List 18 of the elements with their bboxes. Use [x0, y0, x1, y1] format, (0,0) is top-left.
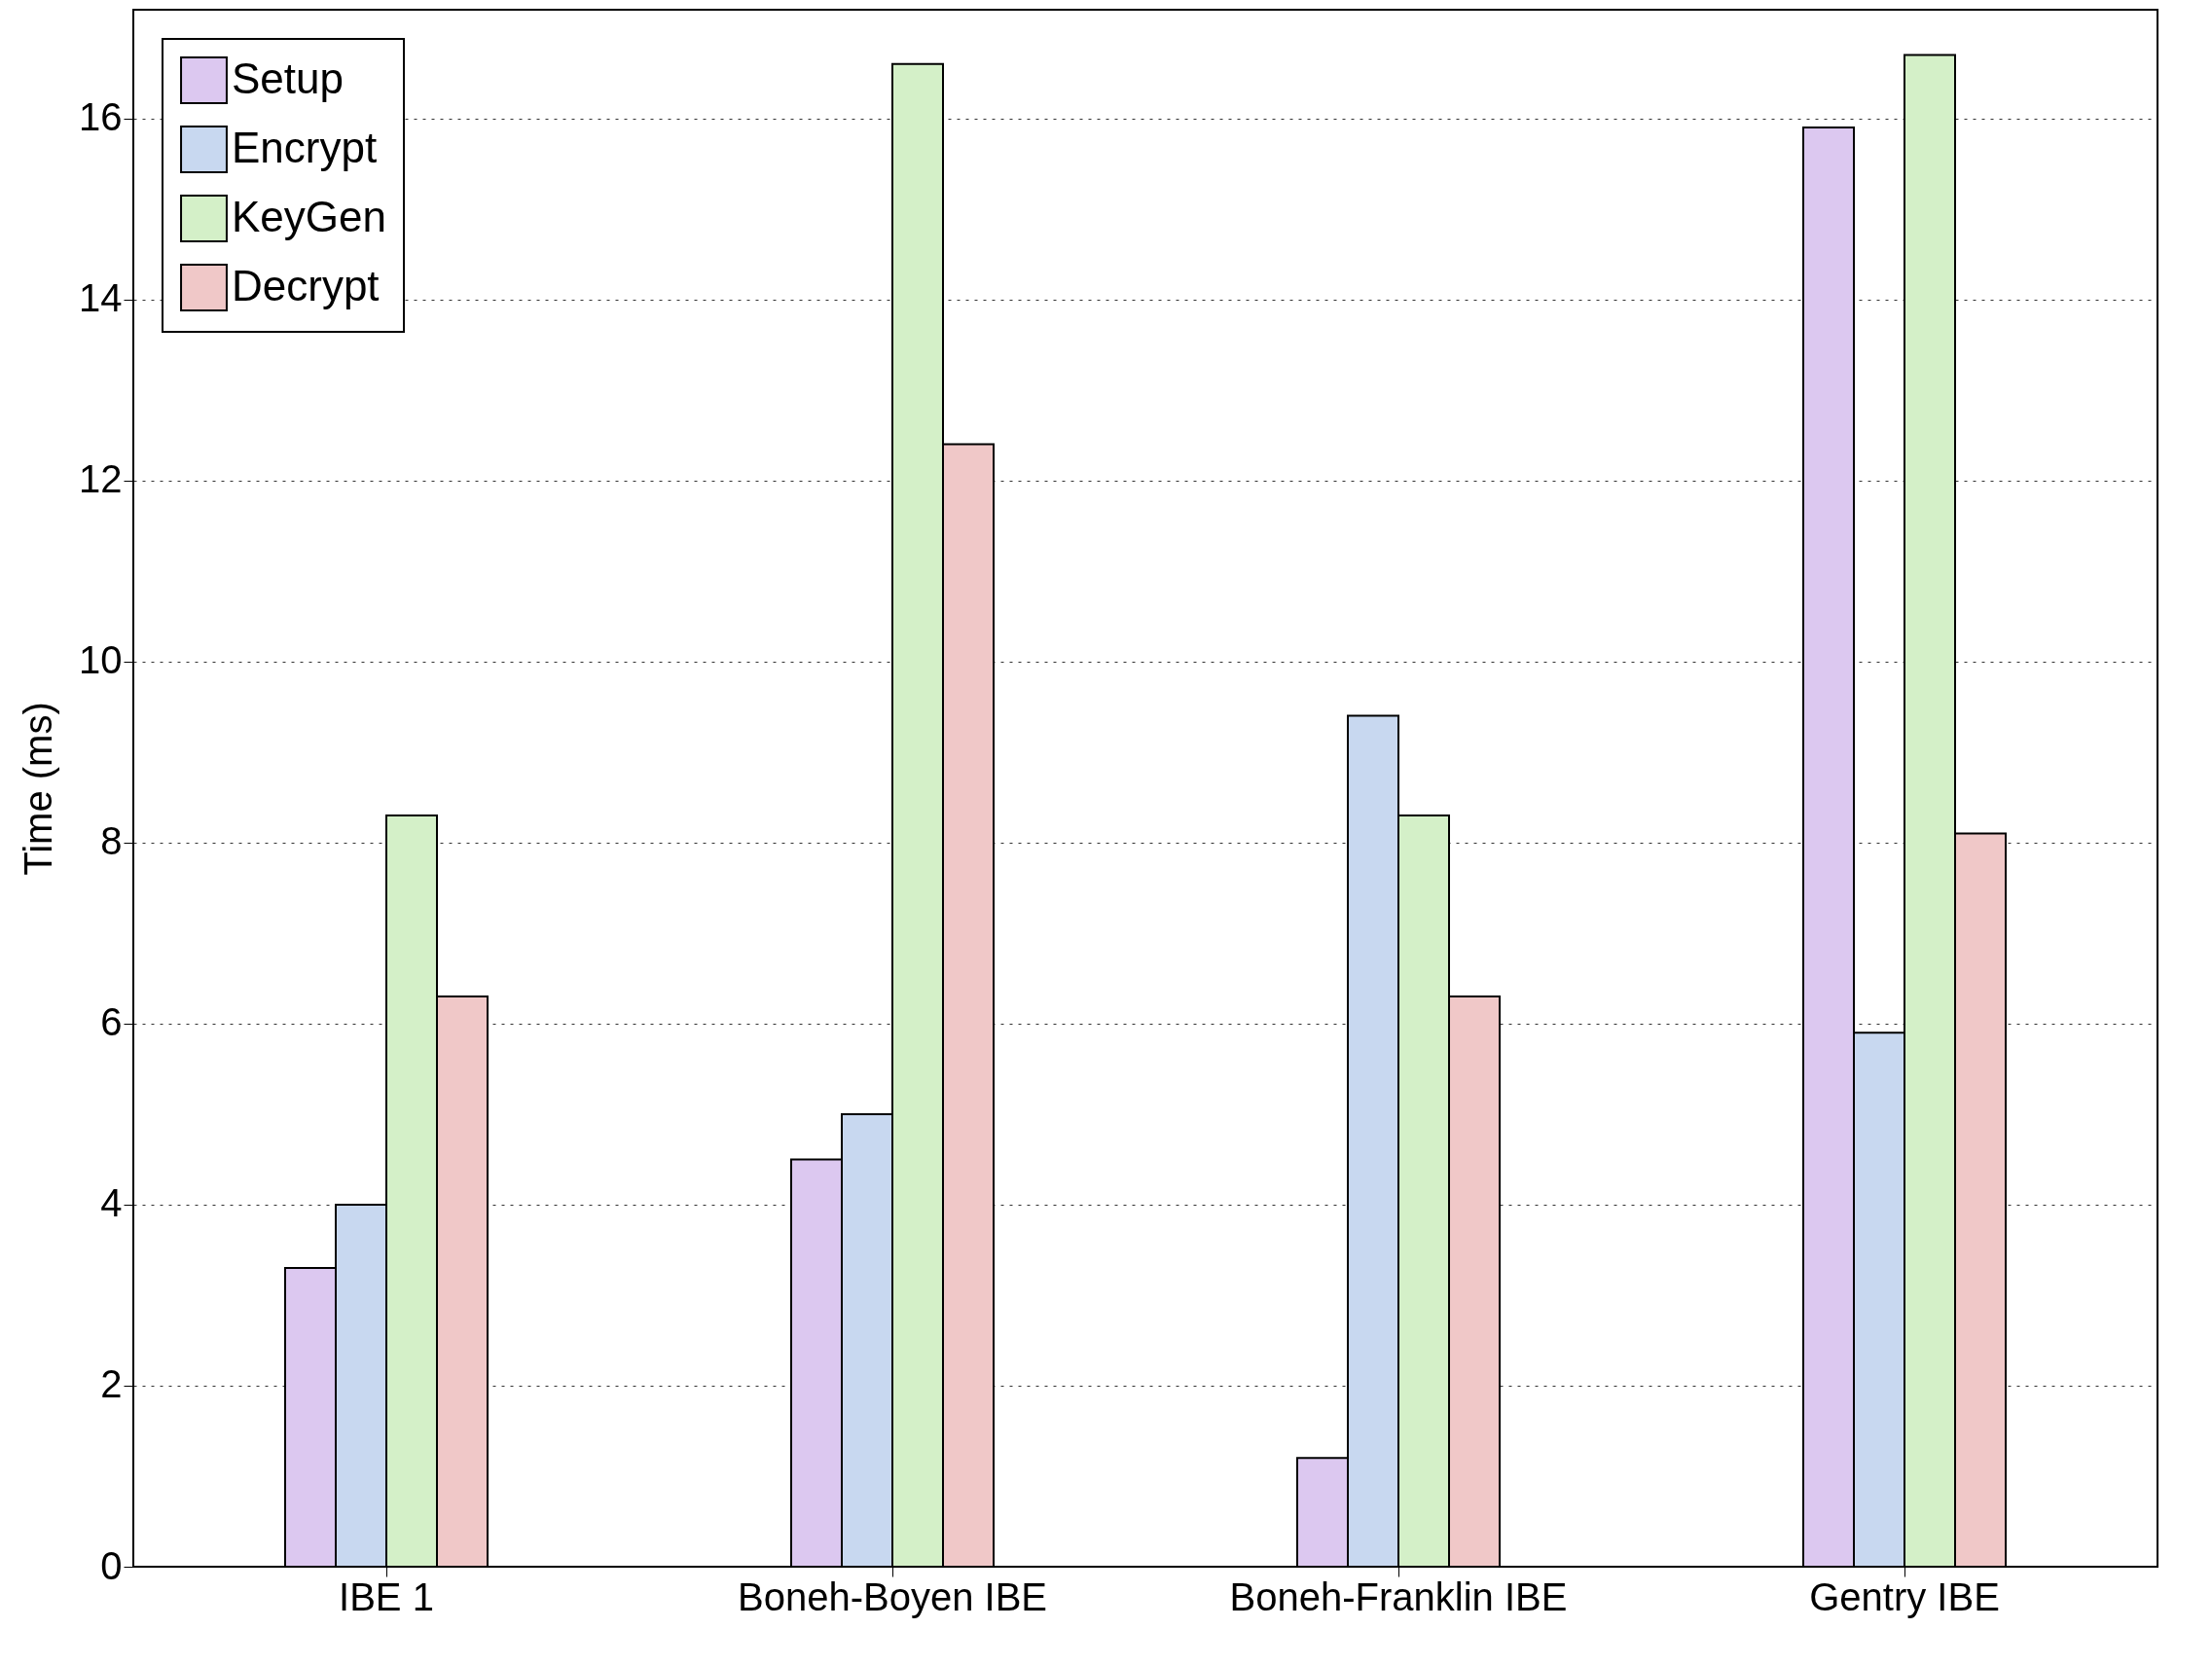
y-tick-label: 2 [100, 1362, 123, 1406]
y-tick-label: 14 [79, 276, 123, 320]
legend-label: Encrypt [232, 123, 378, 171]
y-tick-label: 6 [100, 1000, 123, 1044]
x-tick-label: Boneh-Boyen IBE [738, 1575, 1047, 1618]
legend-label: Decrypt [232, 261, 380, 309]
y-tick-label: 4 [100, 1181, 123, 1225]
legend-label: Setup [232, 54, 344, 102]
legend-label: KeyGen [232, 192, 386, 240]
y-tick-label: 0 [100, 1543, 123, 1587]
y-tick-label: 16 [79, 95, 123, 139]
y-axis-title: Time (ms) [17, 702, 60, 876]
y-tick-label: 8 [100, 819, 123, 863]
y-tick-label: 12 [79, 457, 123, 501]
x-tick-label: IBE 1 [339, 1575, 434, 1618]
y-tick-label: 10 [79, 638, 123, 682]
x-tick-label: Boneh-Franklin IBE [1229, 1575, 1568, 1618]
x-tick-label: Gentry IBE [1809, 1575, 2000, 1618]
